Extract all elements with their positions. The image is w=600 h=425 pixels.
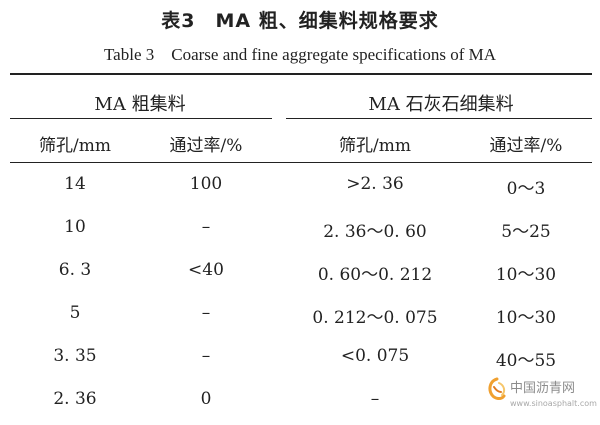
header-rule [10,162,592,163]
table-cell: 10～30 [495,265,557,285]
watermark-url: www.sinoasphalt.com [510,399,597,408]
table-cell: 5 [69,303,81,323]
table-cell: 10～30 [495,308,557,328]
group-header-coarse: MA 粗集料 [94,94,186,115]
table-title-en: Table 3 Coarse and fine aggregate specif… [103,45,497,64]
table-cell: – [201,346,211,366]
table-cell: 5～25 [501,222,551,242]
table-cell: 40～55 [495,351,557,371]
col-header-pass-coarse: 通过率/% [169,136,243,156]
table-cell: 0～3 [506,179,546,199]
table-cell: 14 [64,174,86,194]
col-header-sieve-fine: 筛孔/mm [339,136,411,156]
col-header-pass-fine: 通过率/% [489,136,563,156]
group-rule-left [10,118,272,119]
table-cell: – [370,389,380,409]
table-cell: <40 [188,260,224,280]
table-cell: 0. 212～0. 075 [312,308,438,328]
table-cell: >2. 36 [346,174,404,194]
group-header-fine: MA 石灰石细集料 [368,94,514,115]
watermark: 中国沥青网 www.sinoasphalt.com [486,373,597,417]
table-cell: 2. 36～0. 60 [323,222,427,242]
table-title-cn: 表3 MA 粗、细集料规格要求 [161,10,439,32]
watermark-name: 中国沥青网 [510,381,576,396]
group-rule-right [286,118,592,119]
col-header-sieve-coarse: 筛孔/mm [39,136,111,156]
table-cell: 2. 36 [53,389,97,409]
table-cell: 10 [64,217,86,237]
table-cell: 0 [200,389,212,409]
table-cell: – [201,303,211,323]
table-cell: <0. 075 [340,346,410,366]
table-cell: 100 [189,174,223,194]
table-cell: – [201,217,211,237]
top-rule [10,73,592,75]
table-cell: 3. 35 [53,346,97,366]
table-cell: 6. 3 [58,260,92,280]
table-cell: 0. 60～0. 212 [317,265,433,285]
swirl-logo-icon [488,377,506,400]
